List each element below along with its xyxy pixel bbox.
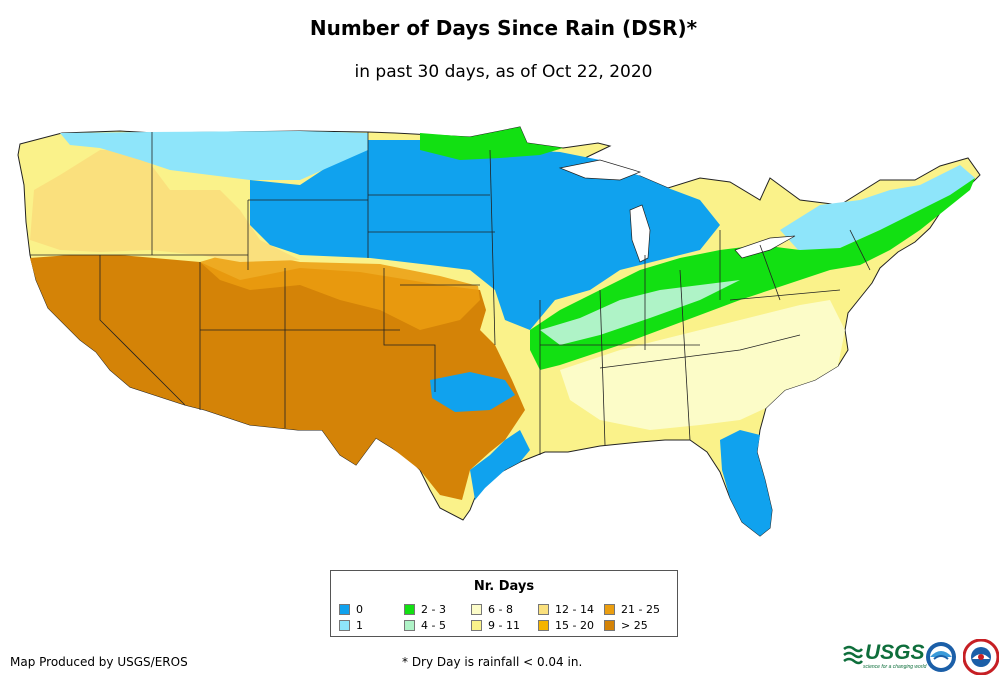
legend-swatch [339,620,350,631]
map-title: Number of Days Since Rain (DSR)* [309,16,698,40]
legend-item: 6 - 8 [471,603,513,616]
legend-swatch [404,604,415,615]
zone-1-northeast [780,165,975,252]
legend-swatch [604,620,615,631]
lake-michigan [629,204,651,263]
usgs-logo-text: USGS [865,641,925,664]
zone-2-3-north [420,127,563,160]
legend-swatch [538,604,549,615]
legend-item: 12 - 14 [538,603,594,616]
noaa-logo-icon [926,642,956,672]
dry-day-footnote: * Dry Day is rainfall < 0.04 in. [402,655,583,669]
zone-1-north [60,131,368,180]
state-boundaries [30,132,871,455]
usgs-tagline: science for a changing world [863,664,927,670]
zone-4-5 [540,280,740,345]
zone-0-north [250,140,720,330]
legend-item: 21 - 25 [604,603,660,616]
map-subtitle: in past 30 days, as of Oct 22, 2020 [354,62,653,82]
legend-item: 9 - 11 [471,619,520,632]
legend-item: 4 - 5 [404,619,446,632]
legend-swatch [339,604,350,615]
legend-swatch [604,604,615,615]
nws-logo-icon [963,639,999,675]
legend-swatch [471,620,482,631]
legend-title: Nr. Days [473,579,535,594]
legend-item: 2 - 3 [404,603,446,616]
legend-item: 1 [339,619,363,632]
us-dsr-map [17,126,981,537]
zone-21-25 [200,250,480,330]
legend-item: 0 [339,603,363,616]
lake-superior [558,159,642,181]
zone-6-8 [560,300,845,430]
zone-0-florida [720,430,772,536]
zone-2-3-band [530,178,975,370]
lake-erie [734,235,796,259]
legend-swatch [404,620,415,631]
legend-swatch [471,604,482,615]
legend-swatch [538,620,549,631]
map-producer-credit: Map Produced by USGS/EROS [10,655,188,669]
usgs-logo-icon [843,645,863,665]
zone-12-14 [30,150,300,262]
zone-0-texas-coast [470,430,530,500]
agency-logos: USGS science for a changing world [843,638,1003,678]
legend-item: > 25 [604,619,648,632]
legend: Nr. Days 0 1 2 - 3 4 - 5 6 - 8 9 - 11 12… [330,570,678,637]
zone-0-oklahoma [430,372,515,412]
legend-item: 15 - 20 [538,619,594,632]
